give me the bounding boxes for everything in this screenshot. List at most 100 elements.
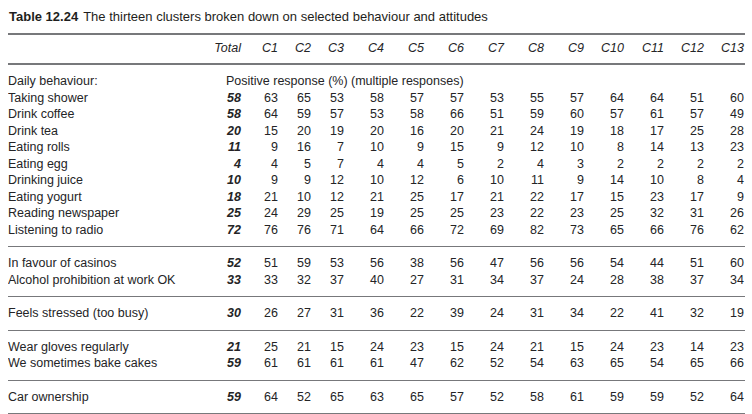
cluster-value-cell: 41 — [625, 297, 665, 331]
cluster-value-cell: 51 — [665, 90, 705, 107]
cluster-value-cell: 72 — [425, 222, 465, 247]
cluster-value-cell: 15 — [425, 330, 465, 355]
cluster-value-cell: 38 — [385, 247, 425, 272]
cluster-value-cell: 15 — [312, 330, 345, 355]
cluster-value-cell: 53 — [312, 90, 345, 107]
cluster-value-cell: 73 — [545, 222, 585, 247]
cluster-value-cell: 54 — [625, 355, 665, 380]
table-row: Reading newspaper25242925192525232223253… — [8, 205, 745, 222]
cluster-value-cell: 59 — [279, 247, 312, 272]
cluster-value-cell: 58 — [385, 106, 425, 123]
cluster-value-cell: 36 — [345, 297, 385, 331]
cluster-value-cell: 66 — [385, 222, 425, 247]
table-row: Drink coffee5864595753586651596057615749 — [8, 106, 745, 123]
cluster-value-cell: 63 — [242, 90, 279, 107]
cluster-value-cell: 10 — [625, 172, 665, 189]
cluster-value-cell: 34 — [465, 272, 505, 297]
cluster-value-cell: 25 — [242, 330, 279, 355]
cluster-value-cell: 25 — [425, 205, 465, 222]
total-value-cell: 30 — [206, 297, 242, 331]
column-header-c3: C3 — [312, 34, 345, 64]
row-label: Drink tea — [8, 123, 206, 140]
cluster-value-cell: 31 — [425, 272, 465, 297]
cluster-value-cell: 24 — [465, 330, 505, 355]
cluster-value-cell: 58 — [345, 90, 385, 107]
cluster-value-cell: 24 — [345, 330, 385, 355]
cluster-value-cell: 59 — [585, 380, 625, 414]
cluster-value-cell: 37 — [312, 272, 345, 297]
column-header-total: Total — [206, 34, 242, 64]
cluster-value-cell: 26 — [242, 297, 279, 331]
cluster-value-cell: 10 — [545, 139, 585, 156]
section-stress: Feels stressed (too busy)302627313622392… — [8, 297, 745, 331]
cluster-value-cell: 24 — [585, 330, 625, 355]
cluster-value-cell: 24 — [545, 272, 585, 297]
cluster-value-cell: 57 — [665, 106, 705, 123]
cluster-value-cell: 31 — [665, 205, 705, 222]
cluster-value-cell: 57 — [585, 106, 625, 123]
table-row: Drinking juice1099121012610119141084 — [8, 172, 745, 189]
cluster-value-cell: 40 — [345, 272, 385, 297]
row-label: Daily behaviour: — [8, 64, 206, 90]
cluster-value-cell: 16 — [279, 139, 312, 156]
cluster-value-cell: 66 — [625, 222, 665, 247]
cluster-value-cell: 24 — [505, 123, 545, 140]
cluster-value-cell: 20 — [279, 123, 312, 140]
row-label: Drink coffee — [8, 106, 206, 123]
cluster-value-cell: 2 — [625, 156, 665, 173]
cluster-value-cell: 15 — [585, 189, 625, 206]
total-value-cell: 72 — [206, 222, 242, 247]
header-row: TotalC1C2C3C4C5C6C7C8C9C10C11C12C13 — [8, 34, 745, 64]
row-label: Wear gloves regularly — [8, 330, 206, 355]
cluster-value-cell: 25 — [385, 189, 425, 206]
total-value-cell: 18 — [206, 189, 242, 206]
clusters-table: TotalC1C2C3C4C5C6C7C8C9C10C11C12C13 Dail… — [8, 33, 745, 414]
cluster-value-cell: 15 — [425, 139, 465, 156]
cluster-value-cell: 4 — [505, 156, 545, 173]
cluster-value-cell: 61 — [625, 106, 665, 123]
cluster-value-cell: 56 — [545, 247, 585, 272]
table-caption: The thirteen clusters broken down on sel… — [83, 9, 488, 24]
total-value-cell: 4 — [206, 156, 242, 173]
row-label: Taking shower — [8, 90, 206, 107]
cluster-value-cell: 23 — [465, 205, 505, 222]
cluster-value-cell: 24 — [242, 205, 279, 222]
cluster-value-cell: 5 — [279, 156, 312, 173]
cluster-value-cell: 31 — [505, 297, 545, 331]
row-label: We sometimes bake cakes — [8, 355, 206, 380]
cluster-value-cell: 22 — [585, 297, 625, 331]
row-label: Eating yogurt — [8, 189, 206, 206]
cluster-value-cell: 65 — [279, 90, 312, 107]
cluster-value-cell: 82 — [505, 222, 545, 247]
row-label: Eating egg — [8, 156, 206, 173]
cluster-value-cell: 4 — [705, 172, 745, 189]
cluster-value-cell: 9 — [545, 172, 585, 189]
row-label: Eating rolls — [8, 139, 206, 156]
cluster-value-cell: 51 — [665, 247, 705, 272]
cluster-value-cell: 56 — [505, 247, 545, 272]
table-row: In favour of casinos52515953563856475656… — [8, 247, 745, 272]
cluster-value-cell: 9 — [705, 189, 745, 206]
section-car-ownership: Car ownership596452656365575258615959526… — [8, 380, 745, 414]
cluster-value-cell: 51 — [242, 247, 279, 272]
cluster-value-cell: 7 — [312, 156, 345, 173]
cluster-value-cell: 19 — [705, 297, 745, 331]
table-row: Eating rolls11916710915912108141323 — [8, 139, 745, 156]
cluster-value-cell: 54 — [585, 247, 625, 272]
cluster-value-cell: 32 — [625, 205, 665, 222]
cluster-value-cell: 29 — [279, 205, 312, 222]
cluster-value-cell: 9 — [465, 139, 505, 156]
cluster-value-cell: 34 — [545, 297, 585, 331]
cluster-value-cell: 66 — [705, 355, 745, 380]
cluster-value-cell: 22 — [505, 205, 545, 222]
cluster-value-cell: 12 — [385, 172, 425, 189]
cluster-value-cell: 64 — [625, 90, 665, 107]
cluster-value-cell: 25 — [312, 205, 345, 222]
cluster-value-cell: 21 — [279, 330, 312, 355]
cluster-value-cell: 61 — [242, 355, 279, 380]
cluster-value-cell: 9 — [279, 172, 312, 189]
cluster-value-cell: 34 — [705, 272, 745, 297]
cluster-value-cell: 53 — [465, 90, 505, 107]
cluster-value-cell: 61 — [545, 380, 585, 414]
total-value-cell: 20 — [206, 123, 242, 140]
